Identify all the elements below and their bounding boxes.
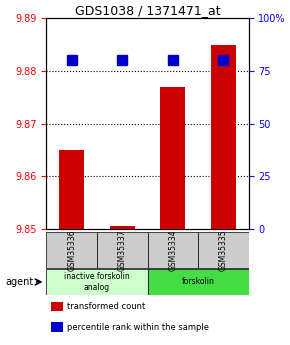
FancyBboxPatch shape bbox=[148, 269, 249, 295]
Title: GDS1038 / 1371471_at: GDS1038 / 1371471_at bbox=[75, 4, 220, 17]
Bar bbox=[59, 150, 84, 229]
Text: agent: agent bbox=[6, 277, 34, 287]
FancyBboxPatch shape bbox=[46, 232, 97, 268]
Text: forskolin: forskolin bbox=[182, 277, 215, 286]
Text: GSM35337: GSM35337 bbox=[118, 229, 127, 271]
Bar bbox=[211, 45, 236, 229]
FancyBboxPatch shape bbox=[148, 232, 198, 268]
Text: GSM35335: GSM35335 bbox=[219, 229, 228, 271]
Text: percentile rank within the sample: percentile rank within the sample bbox=[67, 323, 209, 332]
Bar bbox=[50, 323, 63, 332]
FancyBboxPatch shape bbox=[198, 232, 249, 268]
Text: transformed count: transformed count bbox=[67, 302, 145, 311]
Text: GSM35336: GSM35336 bbox=[67, 229, 76, 271]
Bar bbox=[110, 226, 135, 229]
Text: GSM35334: GSM35334 bbox=[168, 229, 177, 271]
FancyBboxPatch shape bbox=[46, 269, 148, 295]
Text: inactive forskolin
analog: inactive forskolin analog bbox=[64, 272, 130, 292]
Bar bbox=[160, 87, 185, 229]
Bar bbox=[50, 302, 63, 311]
FancyBboxPatch shape bbox=[97, 232, 148, 268]
